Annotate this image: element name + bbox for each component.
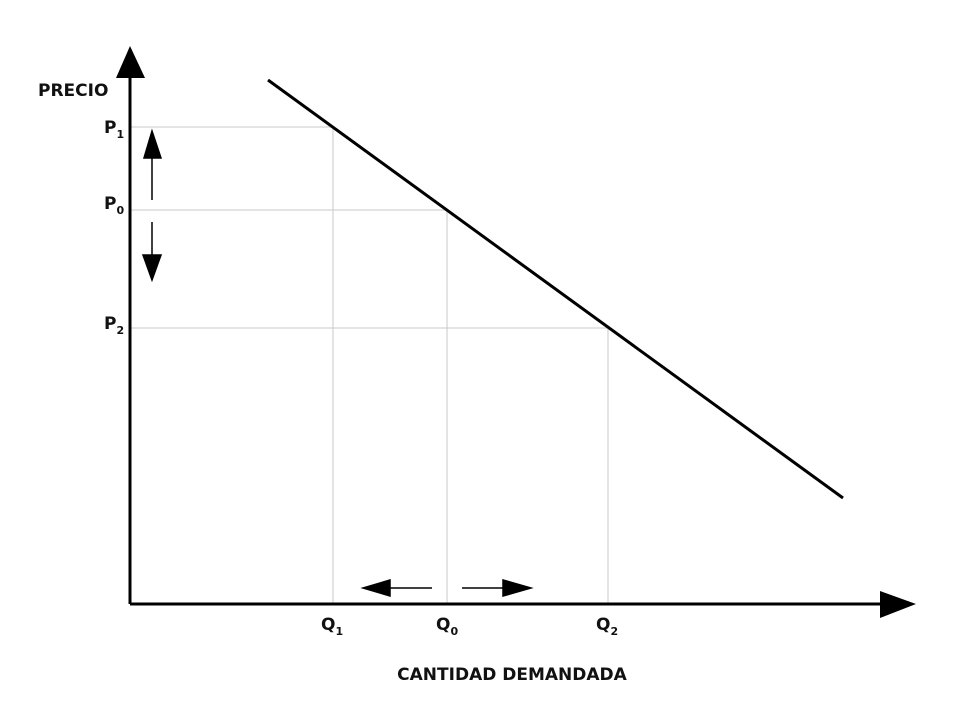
change-arrows [141,128,534,598]
arrow-head [360,578,391,598]
axes [116,46,916,618]
demand-curve [267,78,844,500]
label-symbol: P [104,314,116,334]
guides [130,126,609,604]
label-symbol: P [104,118,116,138]
x-axis-arrowhead [880,591,916,618]
price-label: P0 [104,194,124,217]
arrow-head [141,254,163,283]
label-subscript: 1 [335,625,343,638]
quantity-label: Q1 [321,615,343,638]
label-symbol: P [104,194,116,214]
label-symbol: Q [321,615,335,635]
arrow-head [142,128,163,159]
y-axis-arrowhead [116,46,145,78]
label-symbol: Q [596,615,610,635]
label-subscript: 0 [450,625,458,638]
label-subscript: 2 [610,625,618,638]
arrow-head [502,579,534,597]
quantity-label: Q2 [596,615,618,638]
label-symbol: Q [436,615,450,635]
label-subscript: 2 [116,324,124,337]
x-axis-label: CANTIDAD DEMANDADA [397,665,627,685]
label-subscript: 0 [116,204,124,217]
y-axis-label: PRECIO [38,81,108,101]
price-label: P2 [104,314,124,337]
price-label: P1 [104,118,124,141]
quantity-label: Q0 [436,615,458,638]
label-subscript: 1 [116,128,124,141]
